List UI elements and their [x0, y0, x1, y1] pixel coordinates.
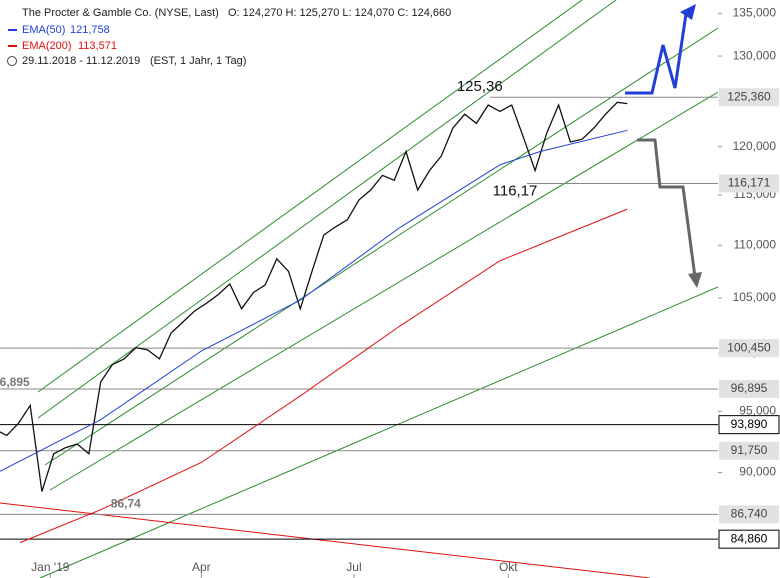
level-label: 96,895 [731, 381, 768, 395]
y-tick-label: 110,000 [734, 237, 777, 251]
channel-line [49, 91, 718, 491]
legend-value: 113,571 [78, 40, 117, 52]
level-box [719, 88, 779, 107]
bear-arrow [637, 138, 697, 278]
level-box [719, 441, 779, 460]
level-label: 93,890 [731, 417, 768, 431]
level-box [718, 529, 780, 549]
y-tick-label: 120,000 [733, 139, 777, 153]
resistance-line [0, 502, 651, 578]
axes: 85,00090,00095,000100,000105,000110,0001… [31, 6, 780, 578]
legend-label: EMA(50) [22, 24, 65, 36]
level-label: 125,360 [727, 89, 771, 103]
level-label: 100,450 [727, 340, 771, 354]
series-line [0, 129, 628, 472]
bull-arrowhead [680, 4, 696, 20]
levels: 96,895 [0, 96, 718, 540]
level-box [719, 505, 779, 524]
y-tick-label: 105,000 [733, 290, 777, 304]
level-label: 91,750 [731, 443, 768, 457]
level-label-left: 96,895 [0, 375, 30, 389]
level-box [719, 379, 779, 398]
y-tick-label: 95,000 [739, 404, 776, 418]
x-tick-label: Jan '19 [31, 560, 70, 574]
clock-icon [7, 56, 17, 66]
y-tick-label: 135,000 [733, 6, 777, 20]
y-tick-label: 90,000 [739, 465, 776, 479]
ohlc: O: 124,270 H: 125,270 L: 124,070 C: 124,… [228, 7, 451, 19]
level-label: 116,171 [728, 176, 771, 190]
y-tick-label: 130,000 [733, 48, 777, 62]
level-box [719, 339, 779, 358]
bear-arrowhead [688, 272, 702, 288]
channel-line [37, 0, 583, 393]
annotation: 86,74 [111, 497, 141, 511]
annotation: 125,36 [457, 78, 503, 95]
series-line [19, 208, 628, 544]
level-box [719, 174, 779, 193]
period: 29.11.2018 - 11.12.2019 [22, 55, 140, 67]
legend-label: EMA(200) [22, 40, 72, 52]
trend-lines [0, 0, 718, 578]
x-tick-label: Jul [346, 560, 361, 574]
x-tick-label: Apr [192, 560, 211, 574]
x-tick-label: Okt [499, 560, 518, 574]
level-label: 86,740 [731, 507, 768, 521]
title: The Procter & Gamble Co. (NYSE, Last) [22, 7, 219, 19]
bull-arrow [625, 13, 688, 95]
support-line [39, 286, 718, 578]
annotation: 116,17 [493, 182, 538, 199]
level-box [718, 415, 780, 435]
level-label: 84,860 [731, 531, 768, 545]
series [0, 101, 628, 544]
channel-line [44, 27, 718, 466]
header: The Procter & Gamble Co. (NYSE, Last) O:… [7, 7, 451, 67]
scenario-arrows [625, 4, 702, 288]
series-line [0, 101, 628, 492]
period-note: (EST, 1 Jahr, 1 Tag) [150, 55, 246, 67]
legend-value: 121,758 [70, 24, 110, 36]
